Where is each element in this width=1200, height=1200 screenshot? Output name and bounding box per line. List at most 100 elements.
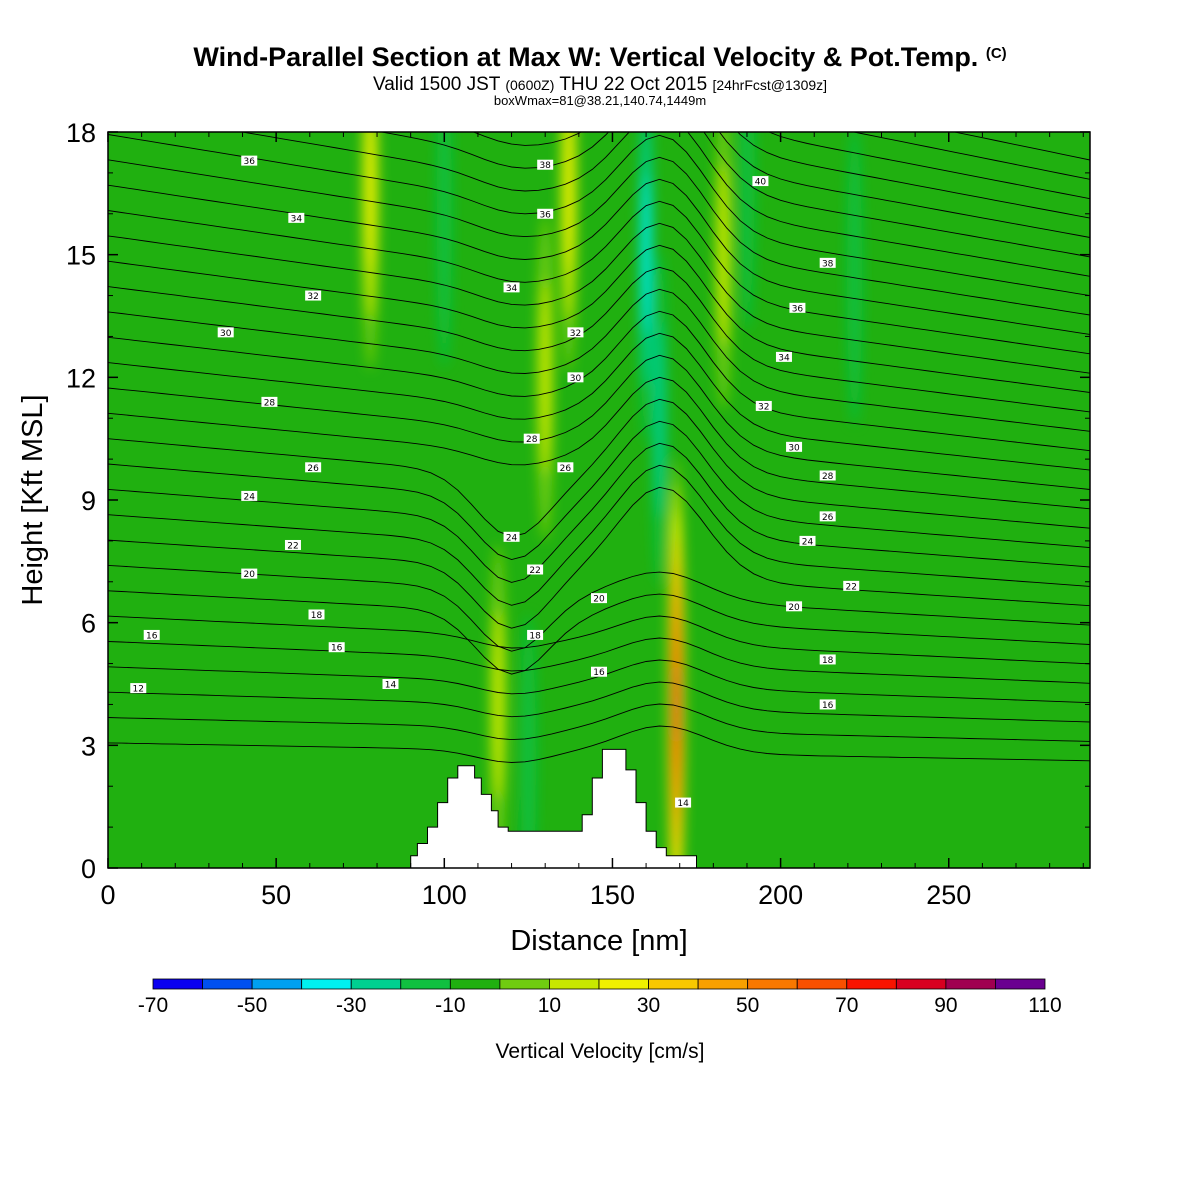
theta-label: 20 xyxy=(591,593,607,605)
colorbar-tick-label: 50 xyxy=(736,994,759,1017)
velocity-cell-updraft xyxy=(489,544,507,865)
theta-label: 16 xyxy=(143,629,160,641)
theta-label-text: 20 xyxy=(593,595,605,605)
theta-label-text: 32 xyxy=(570,329,581,339)
theta-label-text: 36 xyxy=(539,210,551,220)
colorbar-tick-label: 110 xyxy=(1028,994,1061,1017)
x-tick-label: 200 xyxy=(758,880,803,910)
theta-label-text: 26 xyxy=(822,513,834,523)
theta-label: 22 xyxy=(843,580,860,592)
velocity-cell-downdraft xyxy=(739,132,755,330)
theta-contour-line xyxy=(108,376,1090,510)
colorbar-swatch xyxy=(945,978,996,990)
velocity-band xyxy=(642,174,650,336)
velocity-field xyxy=(361,132,862,868)
theta-contour-line xyxy=(108,564,1090,652)
theta-label-bg xyxy=(241,155,258,166)
subtitle-forecast: [24hrFcst@1309z] xyxy=(712,77,828,93)
theta-label-bg xyxy=(567,327,584,338)
theta-label-text: 18 xyxy=(311,611,323,621)
theta-label: 26 xyxy=(819,511,836,523)
title-mark: (C) xyxy=(985,45,1007,62)
theta-label-bg xyxy=(308,609,325,620)
theta-label-bg xyxy=(527,564,544,575)
theta-label-bg xyxy=(305,290,322,301)
theta-label: 20 xyxy=(241,568,258,580)
theta-contour-line xyxy=(108,178,1090,335)
theta-label: 16 xyxy=(328,642,345,654)
theta-label-text: 32 xyxy=(758,402,769,412)
velocity-cell-updraft xyxy=(559,132,578,374)
theta-label-bg xyxy=(557,462,574,473)
x-tick-label: 0 xyxy=(100,880,115,910)
terrain-mask xyxy=(108,748,1090,868)
velocity-band xyxy=(718,161,729,348)
theta-contour-line xyxy=(108,486,1090,629)
velocity-cell-downdraft xyxy=(652,251,667,586)
theta-contour-line xyxy=(108,156,1090,316)
theta-label-text: 28 xyxy=(526,435,538,445)
theta-label-text: 38 xyxy=(822,259,834,269)
theta-label: 24 xyxy=(503,531,520,543)
theta-label-bg xyxy=(786,601,803,612)
theta-label: 24 xyxy=(799,535,816,547)
subtitle-zulu: (0600Z) xyxy=(505,77,555,93)
theta-label: 12 xyxy=(130,683,147,695)
theta-contour-line xyxy=(108,681,1090,723)
x-tick-label: 150 xyxy=(590,880,635,910)
colorbar-swatch xyxy=(648,978,699,990)
theta-contour-line xyxy=(737,132,1090,219)
theta-label-bg xyxy=(789,302,806,313)
y-tick-label: 9 xyxy=(81,486,96,516)
theta-label-text: 22 xyxy=(529,566,540,576)
theta-label-bg xyxy=(752,176,769,187)
theta-label: 28 xyxy=(819,470,836,482)
colorbar-swatch xyxy=(995,978,1046,990)
colorbar-swatch xyxy=(202,978,253,990)
chart-subtitle: Valid 1500 JST (0600Z) THU 22 Oct 2015 [… xyxy=(0,74,1200,96)
theta-label-bg xyxy=(261,396,278,407)
theta-label-text: 34 xyxy=(506,284,518,294)
y-tick-label: 18 xyxy=(66,118,96,148)
theta-contour-line xyxy=(108,332,1090,471)
theta-label-bg xyxy=(523,433,540,444)
colorbar-swatch xyxy=(895,978,947,990)
theta-label: 36 xyxy=(789,302,806,314)
theta-label: 20 xyxy=(786,601,803,613)
theta-label-text: 24 xyxy=(802,537,814,547)
chart-title: Wind-Parallel Section at Max W: Vertical… xyxy=(0,42,1200,73)
velocity-cell-updraft xyxy=(667,459,686,868)
theta-label: 32 xyxy=(567,327,584,339)
colorbar-tick-label: 10 xyxy=(538,994,561,1017)
theta-label-text: 16 xyxy=(331,644,343,654)
theta-label: 30 xyxy=(217,327,234,339)
theta-label-bg xyxy=(241,490,258,501)
velocity-band xyxy=(564,132,573,271)
theta-label-text: 14 xyxy=(677,799,689,809)
theta-label-text: 20 xyxy=(244,570,256,580)
theta-contour-line xyxy=(108,222,1090,374)
theta-label: 32 xyxy=(755,400,772,412)
theta-label-text: 24 xyxy=(506,533,518,543)
velocity-band xyxy=(655,318,664,519)
theta-label-text: 12 xyxy=(133,685,144,695)
theta-label: 30 xyxy=(567,372,584,384)
y-tick-label: 3 xyxy=(81,731,96,761)
theta-label-bg xyxy=(527,629,544,640)
theta-contour-line xyxy=(108,244,1090,393)
theta-contours xyxy=(108,132,1090,763)
theta-label-text: 16 xyxy=(593,668,605,678)
theta-label-bg xyxy=(217,327,234,338)
theta-label-text: 18 xyxy=(822,656,834,666)
colorbar-swatch xyxy=(846,978,897,990)
theta-labels: 36 34 32 30 28 26 24 22 20 18 16 16 14 12 38 36 34 32 30 28… xyxy=(130,155,860,809)
theta-contour-line xyxy=(108,615,1090,665)
theta-label-bg xyxy=(591,666,607,677)
theta-label-bg xyxy=(288,212,305,223)
theta-contour-line xyxy=(108,703,1090,742)
theta-label-bg xyxy=(675,797,692,808)
theta-label-text: 16 xyxy=(146,631,158,641)
theta-label-bg xyxy=(537,208,554,219)
velocity-cell-updraft xyxy=(714,132,733,410)
theta-label: 34 xyxy=(503,282,520,294)
